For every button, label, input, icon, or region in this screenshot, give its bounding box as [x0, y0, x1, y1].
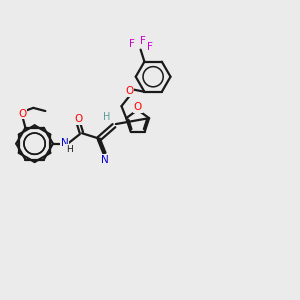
Text: O: O [74, 114, 82, 124]
Text: F: F [140, 36, 146, 46]
Text: N: N [61, 138, 68, 148]
Text: N: N [100, 155, 108, 165]
Text: F: F [147, 42, 153, 52]
Text: H: H [66, 145, 73, 154]
Text: H: H [103, 112, 111, 122]
Text: F: F [129, 39, 135, 49]
Text: O: O [125, 86, 133, 96]
Text: O: O [18, 109, 26, 118]
Text: O: O [134, 102, 142, 112]
